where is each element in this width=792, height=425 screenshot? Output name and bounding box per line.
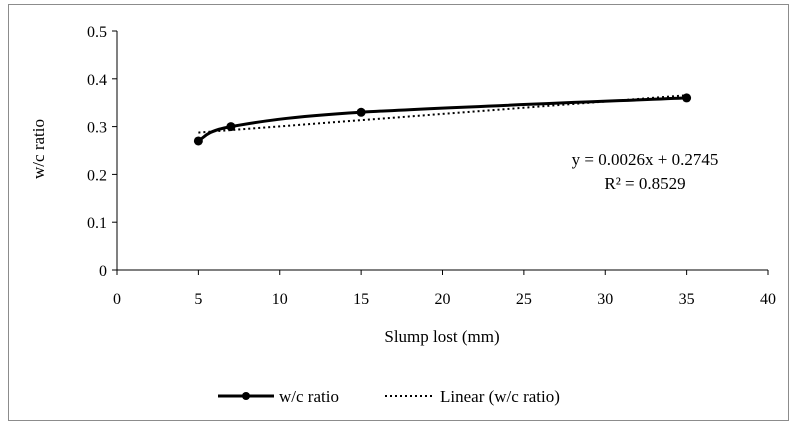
data-point [356,107,366,117]
trendline-linear [198,94,687,134]
y-tick-label: 0.3 [87,120,107,137]
x-tick-label: 10 [272,291,288,308]
legend-item-linear: Linear (w/c ratio) [385,387,560,406]
x-tick-label: 5 [194,291,202,308]
x-tick-label: 35 [679,291,695,308]
data-point [226,122,236,132]
x-tick-label: 30 [597,291,613,308]
series-group [193,93,692,146]
legend-marker [242,392,250,400]
series-line-wc-ratio [197,96,687,143]
legend: w/c ratio Linear (w/c ratio) [218,387,560,406]
x-tick-label: 40 [760,291,776,308]
y-tick-label: 0 [99,263,107,280]
legend-item-wc-ratio: w/c ratio [218,387,339,406]
y-tick-label: 0.4 [87,72,107,89]
chart-frame [8,4,789,421]
data-point [193,136,203,146]
data-point [682,93,692,103]
y-ticks: 0 0.1 0.2 0.3 0.4 0.5 [87,24,117,280]
trendline-group [198,94,687,134]
y-tick-label: 0.2 [87,167,107,184]
x-tick-label: 25 [516,291,532,308]
trendline-equation: y = 0.0026x + 0.2745 [572,150,719,169]
r-squared-label: R² = 0.8529 [604,174,685,193]
y-axis-title: w/c ratio [29,119,48,179]
x-ticks: 0 5 10 15 20 25 30 35 40 [113,270,776,308]
x-axis-title: Slump lost (mm) [384,327,499,346]
y-tick-label: 0.1 [87,215,107,232]
y-tick-label: 0.5 [87,24,107,41]
x-tick-label: 0 [113,291,121,308]
legend-label-linear: Linear (w/c ratio) [440,387,560,406]
x-tick-label: 20 [435,291,451,308]
legend-label-wc-ratio: w/c ratio [279,387,339,406]
x-tick-label: 15 [353,291,369,308]
